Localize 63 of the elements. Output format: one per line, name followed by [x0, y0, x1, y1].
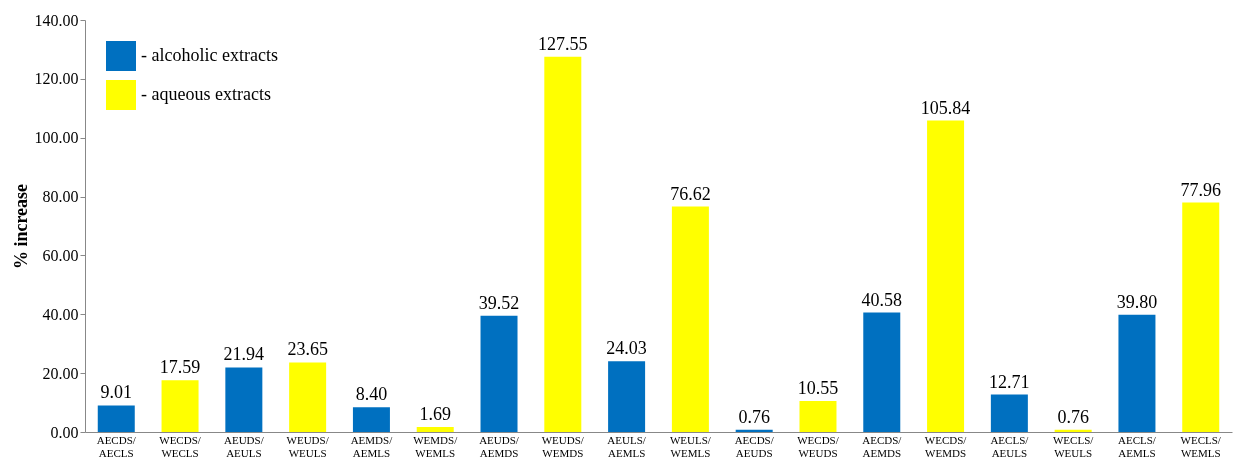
bar [1118, 314, 1156, 432]
y-tick-label: 60.00 [42, 246, 79, 264]
bar [97, 405, 135, 432]
legend-label: - aqueous extracts [141, 84, 271, 104]
bar [1182, 202, 1220, 432]
y-tick-label: 120.00 [34, 70, 79, 88]
data-label: 0.76 [738, 406, 770, 427]
y-tick-label: 80.00 [42, 188, 79, 206]
x-tick-label: WEMDS/WEMLS [413, 433, 459, 459]
x-tick-label: WECLS/WEMLS [1180, 433, 1222, 459]
y-tick-label: 140.00 [34, 11, 79, 29]
data-label: 9.01 [100, 382, 133, 403]
x-tick-label: AECDS/AEMDS [862, 433, 903, 459]
x-tick-label: WEUDS/WEMDS [541, 433, 585, 459]
data-label: 17.59 [159, 357, 201, 378]
data-label: 39.80 [1116, 291, 1158, 312]
bar [416, 427, 454, 432]
x-tick-label: AECDS/AEUDS [734, 433, 775, 459]
bar [927, 120, 965, 432]
y-tick-label: 40.00 [42, 305, 79, 323]
x-tick-label: WECLS/WEULS [1052, 433, 1095, 459]
bar [161, 380, 199, 432]
x-tick-label: WECDS/WEUDS [797, 433, 840, 459]
y-tick-label: 100.00 [34, 129, 79, 147]
x-tick-label: AECDS/AECLS [96, 433, 137, 459]
x-tick-label: AEMDS/AEMLS [350, 433, 394, 459]
data-label: 24.03 [606, 338, 647, 359]
bar [608, 361, 646, 432]
data-label: 76.62 [670, 183, 711, 204]
bar [480, 315, 518, 432]
data-label: 21.94 [223, 344, 265, 365]
y-tick-label: 20.00 [42, 364, 79, 382]
x-tick-label: AECLS/AEULS [990, 433, 1030, 459]
data-label: 10.55 [797, 377, 839, 398]
bar [671, 206, 709, 432]
x-tick-label: WECDS/WEMDS [924, 433, 968, 459]
x-tick-label: WECDS/WECLS [159, 433, 202, 459]
y-axis-title: % increase [10, 183, 31, 270]
x-tick-label: WEUDS/WEULS [286, 433, 330, 459]
x-tick-label: AECLS/AEMLS [1118, 433, 1157, 459]
data-label: 39.52 [478, 292, 520, 313]
bar [352, 407, 390, 432]
bar [544, 56, 582, 432]
x-tick-label: AEULS/AEMLS [607, 433, 647, 459]
data-label: 8.40 [355, 384, 388, 405]
x-tick-label: AEUDS/AEULS [223, 433, 265, 459]
bar [799, 400, 837, 432]
data-label: 40.58 [861, 289, 903, 310]
x-tick-label: WEULS/WEMLS [669, 433, 712, 459]
y-tick-label: 0.00 [50, 423, 79, 441]
legend-label: - alcoholic extracts [141, 45, 278, 65]
data-label: 23.65 [287, 339, 328, 360]
bar [225, 367, 263, 432]
data-label: 0.76 [1057, 406, 1089, 427]
data-label: 105.84 [920, 97, 971, 118]
data-label: 127.55 [538, 33, 588, 54]
data-label: 1.69 [419, 404, 451, 425]
bar [863, 312, 901, 432]
data-label: 12.71 [989, 371, 1030, 392]
data-label: 77.96 [1180, 179, 1221, 200]
x-tick-label: AEUDS/AEMDS [479, 433, 520, 459]
bar [289, 362, 327, 432]
bar [990, 394, 1028, 432]
